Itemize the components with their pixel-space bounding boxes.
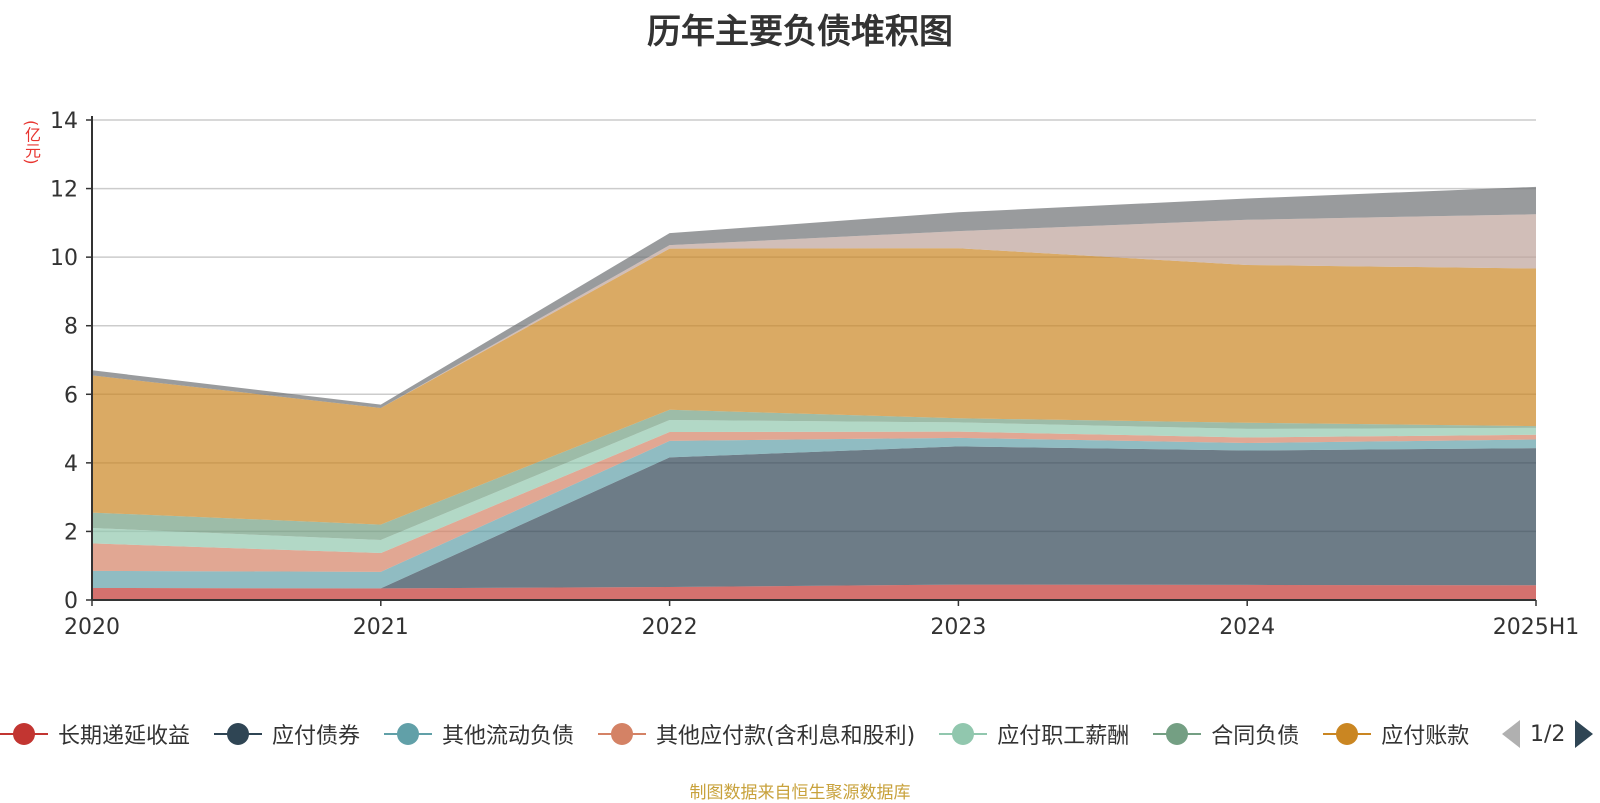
legend-marker-icon bbox=[939, 722, 988, 746]
y-tick-label: 14 bbox=[50, 109, 78, 134]
axis-layer: 0 2 4 6 8 10 12 14 2020 2021 2022 2023 2024 2025H1 bbox=[50, 109, 1579, 640]
legend-item[interactable]: 应付账款 bbox=[1323, 716, 1469, 752]
legend-marker-icon bbox=[214, 722, 263, 746]
pager-text: 1/2 bbox=[1530, 721, 1566, 747]
area-series-0 bbox=[92, 584, 1536, 600]
area-series-8 bbox=[92, 186, 1536, 408]
legend-label: 其他应付款(含利息和股利) bbox=[656, 724, 916, 749]
area-series-6 bbox=[92, 248, 1536, 525]
area-series-2 bbox=[92, 437, 1536, 589]
legend-pager: 1/2 bbox=[1502, 716, 1600, 752]
legend-label: 应付账款 bbox=[1381, 724, 1470, 749]
y-tick-label: 12 bbox=[50, 178, 78, 203]
y-tick-label: 4 bbox=[64, 452, 78, 477]
legend-item[interactable]: 合同负债 bbox=[1153, 716, 1299, 752]
x-tick-label: 2023 bbox=[930, 615, 986, 640]
area-series-4 bbox=[92, 420, 1536, 554]
x-tick-label: 2022 bbox=[642, 615, 698, 640]
legend-marker-icon bbox=[384, 722, 433, 746]
legend-label: 应付职工薪酬 bbox=[997, 724, 1130, 749]
legend-item[interactable]: 其他应付款(含利息和股利) bbox=[598, 716, 915, 752]
legend-item[interactable]: 应付职工薪酬 bbox=[939, 716, 1129, 752]
legend-label: 长期递延收益 bbox=[58, 724, 191, 749]
area-series-3 bbox=[92, 431, 1536, 572]
source-note: 制图数据来自恒生聚源数据库 bbox=[689, 783, 911, 803]
y-tick-label: 2 bbox=[64, 520, 78, 545]
legend-marker-icon bbox=[0, 722, 48, 746]
area-series-7 bbox=[92, 214, 1536, 408]
legend: 长期递延收益 应付债券 其他流动负债 其他应付款(含利息和股利) 应付职工薪酬 合同负债 应… bbox=[0, 716, 1600, 752]
area-series-5 bbox=[92, 409, 1536, 540]
legend-label: 应付债券 bbox=[272, 724, 361, 749]
x-tick-label: 2020 bbox=[64, 615, 120, 640]
legend-item[interactable]: 其他流动负债 bbox=[384, 716, 574, 752]
legend-marker-icon bbox=[1153, 722, 1202, 746]
chart-canvas: 0 2 4 6 8 10 12 14 2020 2021 2022 2023 2024 2025H1 bbox=[50, 109, 1579, 640]
x-tick-label: 2025H1 bbox=[1493, 615, 1580, 640]
pager-next-icon[interactable] bbox=[1575, 720, 1594, 748]
legend-label: 其他流动负债 bbox=[442, 724, 575, 749]
y-axis-unit-label: (亿元) bbox=[22, 120, 41, 165]
legend-label: 合同负债 bbox=[1211, 724, 1300, 749]
area-series-1 bbox=[92, 446, 1536, 589]
chart-title: 历年主要负债堆积图 bbox=[647, 12, 953, 52]
y-tick-label: 6 bbox=[64, 383, 78, 408]
legend-marker-icon bbox=[1323, 722, 1372, 746]
x-tick-label: 2024 bbox=[1219, 615, 1275, 640]
pager-prev-icon[interactable] bbox=[1502, 720, 1520, 748]
legend-item[interactable]: 应付债券 bbox=[214, 716, 360, 752]
legend-item[interactable]: 长期递延收益 bbox=[0, 716, 190, 752]
x-tick-label: 2021 bbox=[353, 615, 409, 640]
y-tick-label: 10 bbox=[50, 246, 78, 271]
y-tick-label: 8 bbox=[64, 315, 78, 340]
area-layer bbox=[92, 186, 1536, 600]
legend-viewport: 长期递延收益 应付债券 其他流动负债 其他应付款(含利息和股利) 应付职工薪酬 合同负债 应… bbox=[0, 716, 1488, 752]
legend-marker-icon bbox=[598, 722, 647, 746]
y-tick-label: 0 bbox=[64, 589, 78, 614]
